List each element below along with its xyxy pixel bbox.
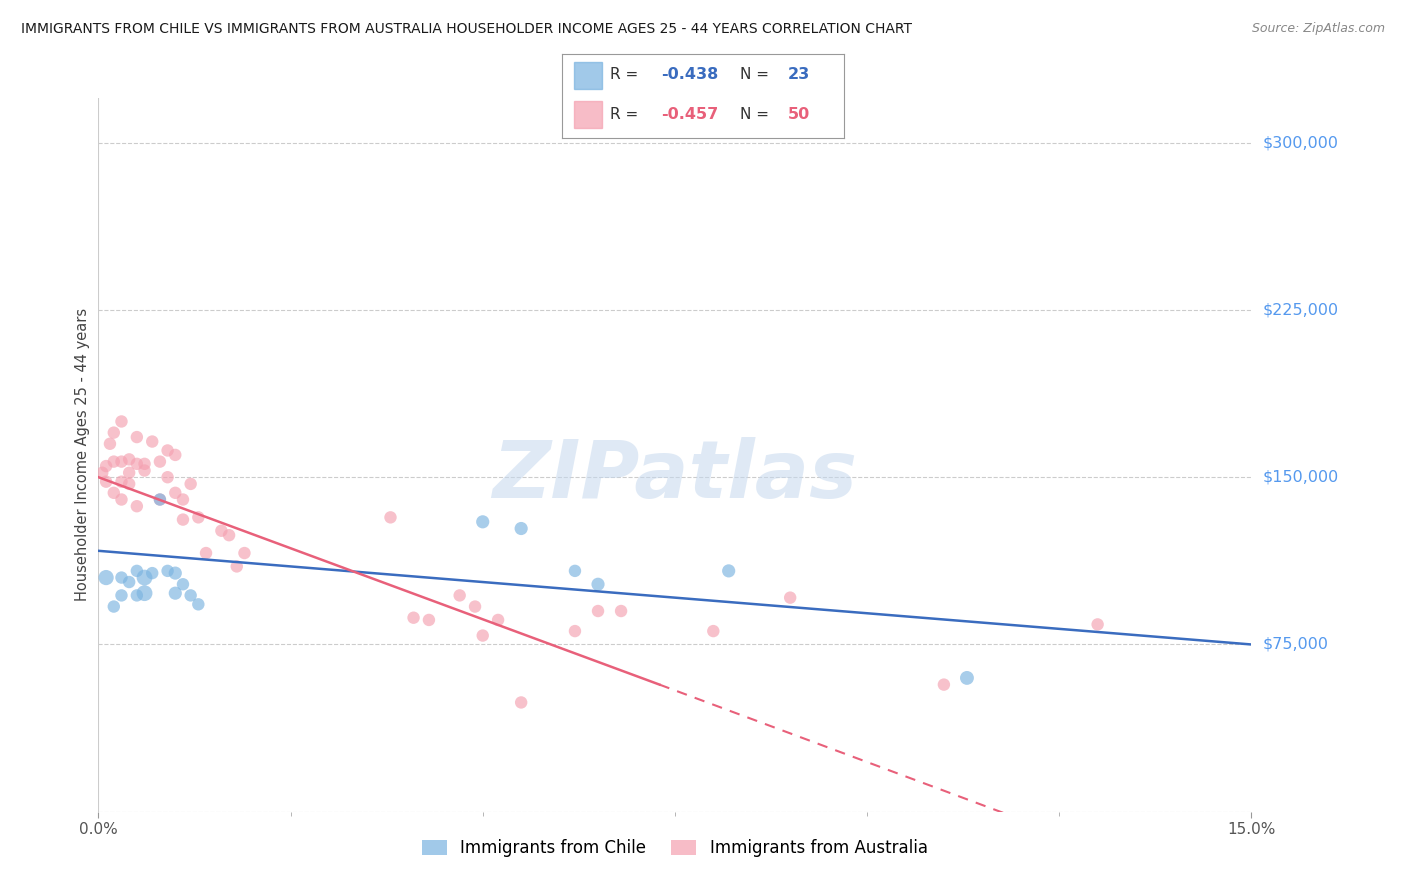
Text: $300,000: $300,000 bbox=[1263, 136, 1339, 150]
Point bbox=[195, 546, 218, 560]
Point bbox=[103, 599, 125, 614]
Bar bbox=[574, 101, 602, 128]
Point bbox=[94, 458, 117, 473]
Point bbox=[110, 492, 132, 507]
Point bbox=[402, 610, 425, 624]
Point bbox=[91, 466, 114, 480]
Text: R =: R = bbox=[610, 67, 638, 82]
Point bbox=[149, 492, 172, 507]
Text: Source: ZipAtlas.com: Source: ZipAtlas.com bbox=[1251, 22, 1385, 36]
Point bbox=[94, 571, 117, 585]
Point bbox=[103, 485, 125, 500]
Text: -0.457: -0.457 bbox=[661, 107, 718, 122]
Point bbox=[118, 574, 141, 589]
Point bbox=[564, 624, 586, 639]
Point bbox=[165, 586, 187, 600]
Text: ZIPatlas: ZIPatlas bbox=[492, 437, 858, 516]
Point bbox=[471, 628, 494, 642]
Point bbox=[172, 512, 194, 526]
Text: N =: N = bbox=[740, 107, 769, 122]
Bar bbox=[574, 62, 602, 89]
Point bbox=[134, 464, 156, 478]
Point bbox=[932, 678, 955, 692]
Point bbox=[702, 624, 724, 639]
Text: -0.438: -0.438 bbox=[661, 67, 718, 82]
Y-axis label: Householder Income Ages 25 - 44 years: Householder Income Ages 25 - 44 years bbox=[75, 309, 90, 601]
Text: 50: 50 bbox=[787, 107, 810, 122]
Point bbox=[510, 521, 533, 535]
Point bbox=[125, 457, 148, 471]
Point bbox=[172, 577, 194, 591]
Point bbox=[156, 564, 179, 578]
Point bbox=[180, 476, 202, 491]
Point bbox=[134, 586, 156, 600]
Point bbox=[564, 564, 586, 578]
Point bbox=[418, 613, 440, 627]
Point bbox=[180, 589, 202, 603]
Point bbox=[103, 425, 125, 440]
Point bbox=[225, 559, 247, 574]
Point bbox=[125, 564, 148, 578]
Point bbox=[172, 492, 194, 507]
Point bbox=[209, 524, 232, 538]
Point bbox=[779, 591, 801, 605]
Point bbox=[118, 476, 141, 491]
Point bbox=[510, 696, 533, 710]
Point bbox=[610, 604, 633, 618]
Point bbox=[94, 475, 117, 489]
Point bbox=[486, 613, 509, 627]
Point bbox=[233, 546, 256, 560]
Point bbox=[586, 577, 609, 591]
Point bbox=[134, 571, 156, 585]
Text: N =: N = bbox=[740, 67, 769, 82]
Point bbox=[586, 604, 609, 618]
Point bbox=[717, 564, 740, 578]
Point bbox=[98, 436, 121, 450]
Point bbox=[118, 466, 141, 480]
Text: $75,000: $75,000 bbox=[1263, 637, 1329, 652]
Point bbox=[125, 430, 148, 444]
Point bbox=[956, 671, 979, 685]
Point bbox=[118, 452, 141, 467]
Point bbox=[110, 414, 132, 428]
Point bbox=[141, 566, 163, 581]
Text: IMMIGRANTS FROM CHILE VS IMMIGRANTS FROM AUSTRALIA HOUSEHOLDER INCOME AGES 25 - : IMMIGRANTS FROM CHILE VS IMMIGRANTS FROM… bbox=[21, 22, 912, 37]
Point bbox=[110, 455, 132, 469]
Text: $150,000: $150,000 bbox=[1263, 470, 1339, 484]
Point bbox=[110, 571, 132, 585]
Point bbox=[110, 475, 132, 489]
Point bbox=[141, 434, 163, 449]
Point bbox=[156, 470, 179, 484]
Point bbox=[125, 589, 148, 603]
Point bbox=[110, 589, 132, 603]
Text: 23: 23 bbox=[787, 67, 810, 82]
Text: R =: R = bbox=[610, 107, 638, 122]
Point bbox=[149, 492, 172, 507]
Text: $225,000: $225,000 bbox=[1263, 302, 1339, 318]
Point bbox=[125, 499, 148, 513]
Point bbox=[103, 455, 125, 469]
Point bbox=[187, 510, 209, 524]
Point bbox=[156, 443, 179, 458]
Point bbox=[218, 528, 240, 542]
Point bbox=[165, 485, 187, 500]
Point bbox=[165, 566, 187, 581]
Point bbox=[165, 448, 187, 462]
Point bbox=[149, 455, 172, 469]
Point bbox=[1087, 617, 1109, 632]
Point bbox=[380, 510, 402, 524]
Point bbox=[187, 598, 209, 612]
Point bbox=[464, 599, 486, 614]
Point bbox=[134, 457, 156, 471]
Point bbox=[471, 515, 494, 529]
Legend: Immigrants from Chile, Immigrants from Australia: Immigrants from Chile, Immigrants from A… bbox=[415, 833, 935, 864]
Point bbox=[449, 589, 471, 603]
